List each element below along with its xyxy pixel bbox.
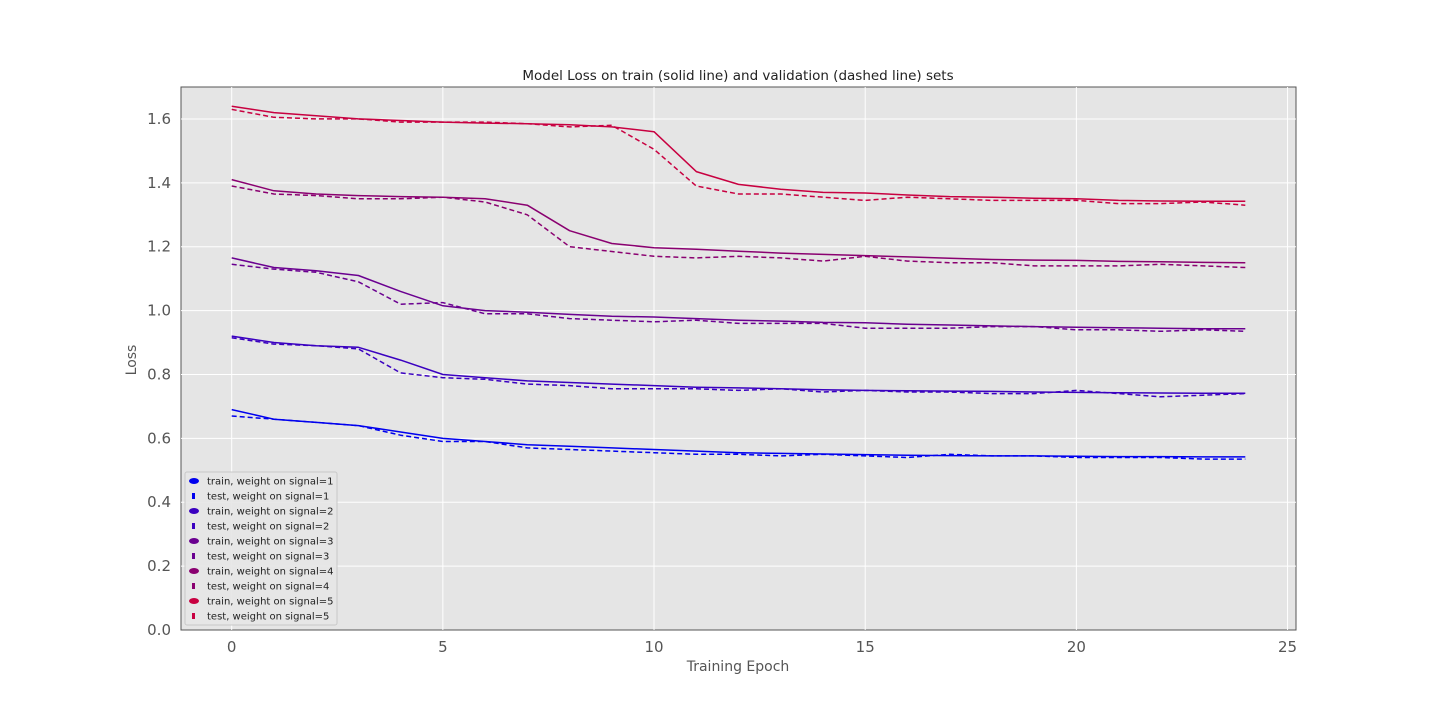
- legend-marker-solid: [189, 538, 199, 544]
- y-tick-label: 0.0: [147, 621, 171, 639]
- y-axis-label: Loss: [124, 345, 140, 376]
- train-loss-line-signal-2: [231, 335, 1246, 395]
- y-tick-label: 0.6: [147, 429, 171, 447]
- x-tick-label: 20: [1067, 638, 1086, 656]
- legend-marker-dashed: [192, 553, 195, 559]
- legend-marker-dashed: [192, 523, 195, 529]
- legend-marker-solid: [189, 568, 199, 574]
- x-tick-label: 25: [1278, 638, 1297, 656]
- chart-title: Model Loss on train (solid line) and val…: [522, 68, 953, 84]
- x-tick-label: 10: [644, 638, 663, 656]
- legend-marker-dashed: [192, 613, 195, 619]
- test-loss-line-signal-2: [231, 336, 1246, 398]
- grid-lines: [181, 87, 1296, 630]
- y-tick-label: 1.6: [147, 110, 171, 128]
- train-loss-line-signal-3: [231, 257, 1246, 330]
- train-loss-line-signal-1: [231, 408, 1246, 458]
- legend-box: [184, 471, 338, 626]
- test-loss-line-signal-1: [231, 415, 1246, 460]
- tick-labels: 0 5 10 15 20 25 0.0 0.2 0.4 0.6 0.8 1.0 1.2 1.4 1.6: [147, 110, 1297, 656]
- legend-label: train, weight on signal=1: [207, 477, 333, 488]
- train-loss-line-signal-4: [231, 178, 1246, 264]
- y-tick-label: 1.2: [147, 238, 171, 256]
- y-tick-label: 1.4: [147, 174, 171, 192]
- legend-marker-dashed: [192, 583, 195, 589]
- x-tick-label: 15: [856, 638, 875, 656]
- y-tick-label: 0.2: [147, 557, 171, 575]
- x-axis-label: Training Epoch: [686, 659, 790, 675]
- x-tick-label: 0: [227, 638, 237, 656]
- legend-label: test, weight on signal=5: [207, 612, 329, 623]
- y-tick-label: 0.4: [147, 493, 171, 511]
- legend-marker-solid: [189, 598, 199, 604]
- legend-label: test, weight on signal=4: [207, 582, 329, 593]
- y-tick-label: 0.8: [147, 365, 171, 383]
- legend-marker-solid: [189, 508, 199, 514]
- legend-marker-dashed: [192, 493, 195, 499]
- test-loss-line-signal-3: [231, 263, 1246, 333]
- series-lines: [231, 105, 1246, 460]
- y-tick-label: 1.0: [147, 302, 171, 320]
- legend-label: train, weight on signal=5: [207, 597, 333, 608]
- legend-marker-solid: [189, 478, 199, 484]
- legend-label: train, weight on signal=3: [207, 537, 333, 548]
- legend-label: test, weight on signal=1: [207, 492, 329, 503]
- legend-label: test, weight on signal=3: [207, 552, 329, 563]
- plot-area: [180, 86, 1297, 631]
- test-loss-line-signal-5: [231, 108, 1246, 206]
- test-loss-line-signal-4: [231, 185, 1246, 269]
- legend-label: train, weight on signal=4: [207, 567, 333, 578]
- train-loss-line-signal-5: [231, 105, 1246, 203]
- legend-label: test, weight on signal=2: [207, 522, 329, 533]
- legend: train, weight on signal=1 test, weight on…: [184, 471, 338, 626]
- x-tick-label: 5: [438, 638, 448, 656]
- legend-label: train, weight on signal=2: [207, 507, 333, 518]
